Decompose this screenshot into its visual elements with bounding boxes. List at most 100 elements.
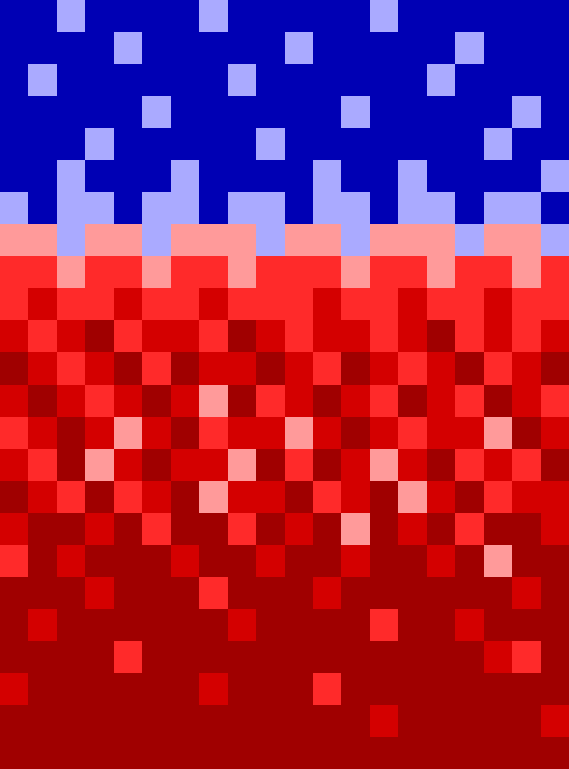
heatmap-cell	[228, 481, 257, 514]
heatmap-cell	[285, 545, 314, 578]
heatmap-cell	[484, 64, 513, 97]
heatmap-cell	[28, 545, 57, 578]
heatmap-cell	[171, 385, 200, 418]
heatmap-cell	[398, 705, 427, 738]
heatmap-cell	[85, 320, 114, 353]
heatmap-cell	[313, 96, 342, 129]
heatmap-cell	[28, 224, 57, 257]
heatmap-cell	[256, 673, 285, 706]
heatmap-cell	[455, 737, 484, 769]
heatmap-cell	[512, 128, 541, 161]
heatmap-cell	[171, 705, 200, 738]
heatmap-cell	[85, 288, 114, 321]
heatmap-cell	[171, 0, 200, 33]
heatmap-cell	[427, 64, 456, 97]
heatmap-cell	[285, 224, 314, 257]
heatmap-cell	[341, 545, 370, 578]
heatmap-cell	[228, 577, 257, 610]
heatmap-cell	[541, 417, 569, 450]
heatmap-cell	[512, 288, 541, 321]
heatmap-cell	[199, 256, 228, 289]
heatmap-cell	[541, 64, 569, 97]
heatmap-cell	[171, 481, 200, 514]
heatmap-cell	[114, 288, 143, 321]
heatmap-cell	[171, 673, 200, 706]
heatmap-cell	[370, 224, 399, 257]
heatmap-cell	[28, 64, 57, 97]
heatmap-cell	[484, 288, 513, 321]
heatmap-cell	[398, 0, 427, 33]
heatmap-cell	[370, 0, 399, 33]
heatmap-cell	[370, 32, 399, 65]
heatmap-cell	[512, 513, 541, 546]
heatmap-cell	[256, 224, 285, 257]
heatmap-cell	[398, 673, 427, 706]
heatmap-cell	[285, 320, 314, 353]
heatmap-cell	[171, 192, 200, 225]
heatmap-cell	[171, 160, 200, 193]
heatmap-cell	[484, 320, 513, 353]
heatmap-cell	[455, 545, 484, 578]
heatmap-cell	[398, 32, 427, 65]
heatmap-cell	[285, 96, 314, 129]
heatmap-cell	[370, 609, 399, 642]
heatmap-cell	[28, 609, 57, 642]
heatmap-cell	[398, 288, 427, 321]
heatmap-cell	[427, 641, 456, 674]
heatmap-cell	[142, 0, 171, 33]
heatmap-cell	[285, 160, 314, 193]
heatmap-cell	[285, 449, 314, 482]
heatmap-cell	[512, 609, 541, 642]
heatmap-cell	[199, 96, 228, 129]
heatmap-cell	[228, 545, 257, 578]
heatmap-cell	[398, 320, 427, 353]
heatmap-cell	[256, 609, 285, 642]
heatmap-cell	[28, 128, 57, 161]
heatmap-cell	[398, 64, 427, 97]
heatmap-cell	[114, 417, 143, 450]
heatmap-cell	[455, 288, 484, 321]
heatmap-cell	[341, 224, 370, 257]
heatmap-cell	[171, 32, 200, 65]
heatmap-cell	[28, 737, 57, 769]
heatmap-cell	[427, 0, 456, 33]
heatmap-cell	[171, 352, 200, 385]
heatmap-cell	[313, 64, 342, 97]
heatmap-cell	[313, 224, 342, 257]
heatmap-cell	[171, 128, 200, 161]
heatmap-cell	[370, 705, 399, 738]
heatmap-cell	[256, 256, 285, 289]
heatmap-cell	[484, 160, 513, 193]
heatmap-cell	[57, 481, 86, 514]
heatmap-cell	[142, 545, 171, 578]
heatmap-cell	[541, 224, 569, 257]
heatmap-cell	[0, 609, 29, 642]
heatmap-cell	[171, 577, 200, 610]
heatmap-cell	[427, 192, 456, 225]
heatmap-cell	[57, 160, 86, 193]
heatmap-cell	[285, 577, 314, 610]
heatmap-cell	[341, 96, 370, 129]
heatmap-cell	[256, 545, 285, 578]
heatmap-cell	[455, 96, 484, 129]
heatmap-cell	[484, 705, 513, 738]
heatmap-cell	[228, 737, 257, 769]
heatmap-cell	[28, 513, 57, 546]
heatmap-cell	[541, 320, 569, 353]
heatmap-cell	[341, 320, 370, 353]
heatmap-cell	[28, 449, 57, 482]
heatmap-cell	[484, 641, 513, 674]
heatmap-cell	[57, 385, 86, 418]
heatmap-cell	[171, 737, 200, 769]
heatmap-cell	[541, 0, 569, 33]
heatmap-cell	[228, 64, 257, 97]
heatmap-cell	[398, 160, 427, 193]
heatmap-cell	[256, 737, 285, 769]
heatmap-cell	[398, 192, 427, 225]
heatmap-cell	[484, 545, 513, 578]
heatmap-cell	[85, 96, 114, 129]
heatmap-cell	[142, 705, 171, 738]
heatmap-cell	[228, 641, 257, 674]
heatmap-cell	[541, 737, 569, 769]
heatmap-cell	[256, 577, 285, 610]
